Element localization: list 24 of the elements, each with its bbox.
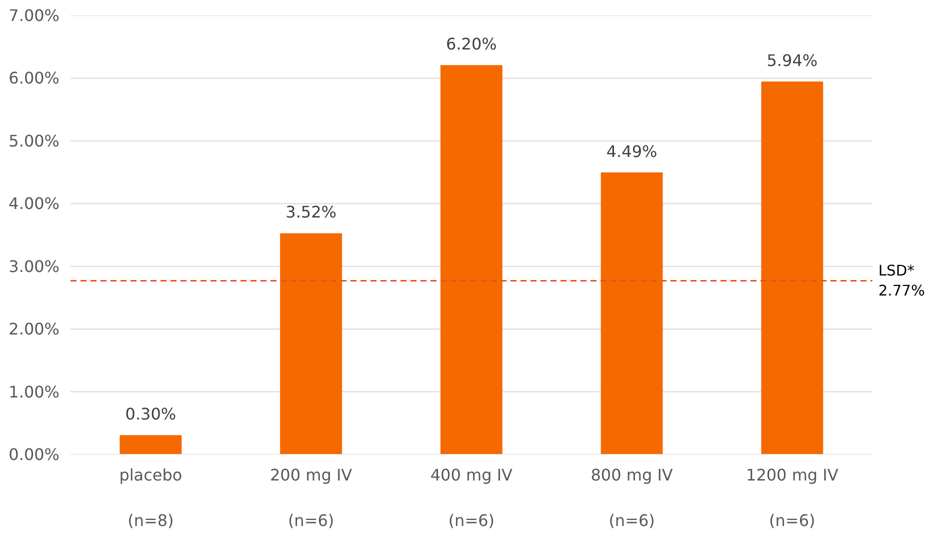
y-tick-label: 1.00% [8, 382, 60, 402]
y-tick-label: 7.00% [8, 6, 60, 25]
y-tick-label: 0.00% [8, 445, 60, 464]
ref-line-label: LSD* 2.77% [878, 262, 925, 300]
bar [280, 233, 342, 454]
y-tick-label: 3.00% [8, 256, 60, 276]
category-label: 800 mg IV (n=6) [590, 466, 673, 530]
y-tick-label: 4.00% [8, 194, 60, 214]
category-label: 400 mg IV (n=6) [430, 466, 512, 530]
data-label: 6.20% [446, 34, 497, 54]
bar [761, 81, 824, 454]
category-label: placebo (n=8) [119, 466, 182, 530]
bar [440, 65, 502, 454]
data-label: 3.52% [286, 202, 336, 222]
category-label: 1200 mg IV (n=6) [746, 466, 838, 530]
bar [600, 172, 663, 454]
data-label: 5.94% [766, 50, 818, 70]
category-label: 200 mg IV (n=6) [270, 466, 352, 530]
y-tick-label: 5.00% [8, 131, 60, 150]
data-label: 4.49% [606, 142, 658, 161]
data-label: 0.30% [125, 404, 176, 424]
y-tick-label: 6.00% [8, 68, 60, 88]
y-tick-label: 2.00% [8, 320, 60, 339]
bar [120, 435, 182, 454]
